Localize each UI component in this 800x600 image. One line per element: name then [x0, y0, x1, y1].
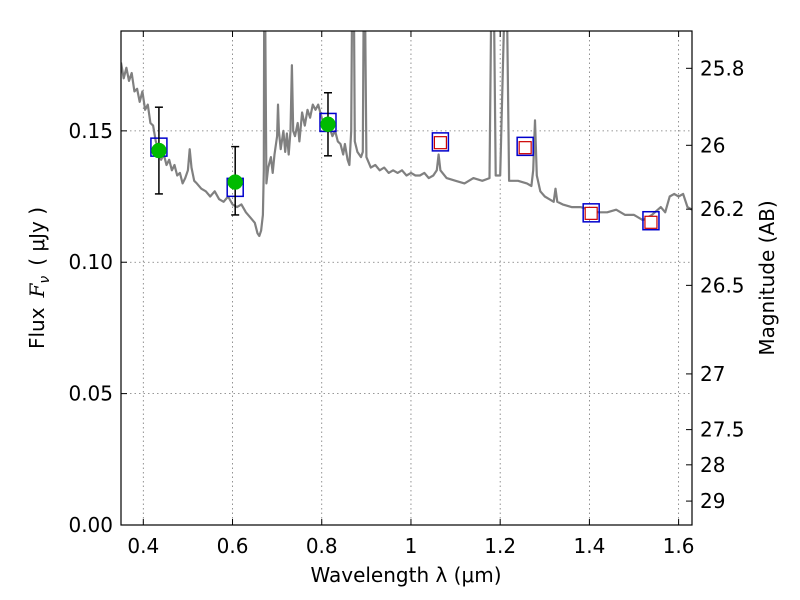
mag-tick-label: 29 [700, 489, 725, 513]
y-tick-label: 0.10 [68, 250, 113, 274]
mag-tick-label: 26.5 [700, 273, 745, 297]
upper-limit-square [518, 141, 532, 155]
y-tick-label: 0.15 [68, 119, 113, 143]
observed-point [227, 174, 243, 190]
y-axis-label-suffix: ( μJy ) [25, 207, 49, 266]
model-photometry-square [582, 203, 600, 223]
y-axis-label-var-sub: ν [37, 276, 53, 284]
mag-tick-label: 27.5 [700, 418, 745, 442]
y2-axis-label: Magnitude (AB) [755, 200, 779, 355]
y-axis-label: Flux Fν ( μJy ) [25, 207, 53, 349]
y-axis-label-var: F [25, 282, 49, 298]
observed-point [151, 142, 167, 159]
mag-tick-label: 28 [700, 453, 725, 477]
model-photometry-square [431, 132, 450, 152]
upper-limit-square [644, 215, 658, 229]
mag-tick-label: 27 [700, 362, 725, 386]
x-tick-label: 1 [405, 534, 418, 558]
x-tick-label: 0.6 [217, 534, 249, 558]
mag-tick-label: 26 [700, 133, 725, 157]
x-tick-label: 1.6 [663, 534, 695, 558]
model-photometry-square [516, 136, 534, 157]
x-tick-label: 0.8 [306, 534, 338, 558]
mag-tick-label: 25.8 [700, 56, 745, 80]
x-tick-label: 1.2 [484, 534, 516, 558]
grid [121, 31, 692, 526]
observed-point [320, 116, 336, 133]
x-axis-label: Wavelength λ (μm) [310, 563, 501, 587]
x-tick-label: 0.4 [127, 534, 159, 558]
model-photometry-square [642, 210, 660, 231]
upper-limit-square [433, 136, 448, 150]
spectrum-line [121, 31, 692, 238]
plot-area [121, 31, 692, 238]
y-axis-label-prefix: Flux [25, 307, 49, 349]
y-tick-label: 0.05 [68, 382, 113, 406]
mag-tick-label: 26.2 [700, 197, 745, 221]
x-tick-label: 1.4 [573, 534, 605, 558]
y-tick-label: 0.00 [68, 513, 113, 537]
upper-limit-square [584, 206, 598, 220]
plot-frame [120, 30, 693, 526]
axis-ticks: 0.4 0.6 0.8 1 1.2 1.4 1.6 0.00 0.05 0.10 0.15 25.8 2… [68, 31, 745, 558]
